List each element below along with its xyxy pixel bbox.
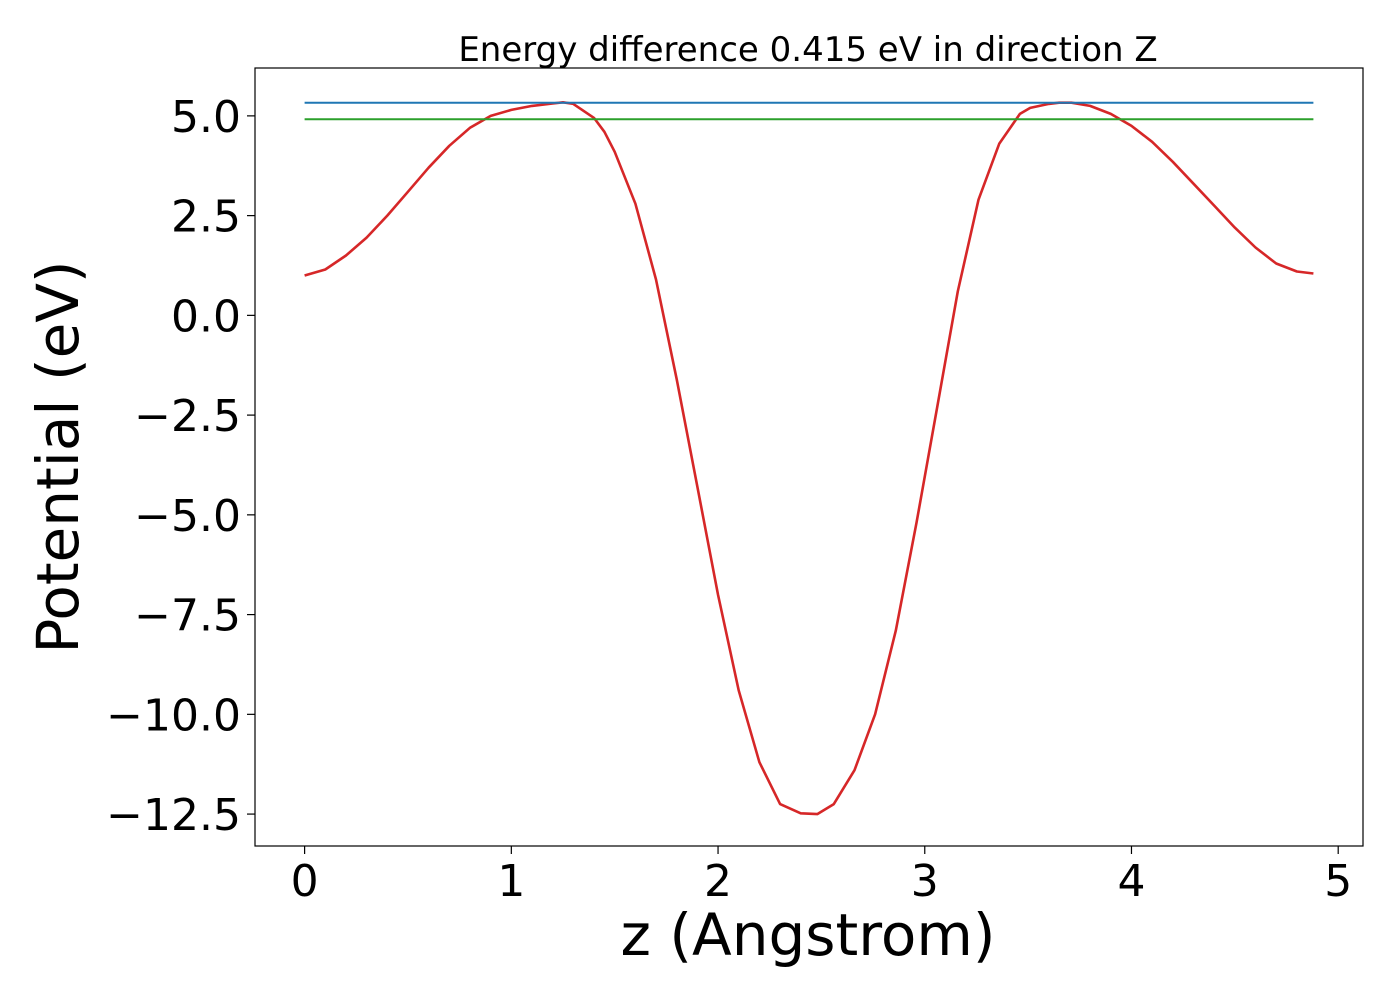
- x-tick-label: 5: [1324, 856, 1352, 907]
- y-tick-label: 5.0: [171, 92, 241, 143]
- y-tick-label: −10.0: [106, 690, 241, 741]
- x-tick-label: 4: [1117, 856, 1145, 907]
- y-axis-ticks: 5.0 2.5 0.0 −2.5 −5.0 −7.5 −10.0 −12.5: [106, 92, 255, 841]
- chart-title: Energy difference 0.415 eV in direction …: [458, 30, 1157, 70]
- plot-frame: [254, 67, 1364, 847]
- x-tick-label: 3: [911, 856, 939, 907]
- y-tick-label: −12.5: [106, 790, 241, 841]
- y-tick-label: 2.5: [171, 192, 241, 243]
- y-tick-label: 0.0: [171, 291, 241, 342]
- y-tick-label: −7.5: [134, 591, 241, 642]
- x-tick-label: 1: [497, 856, 525, 907]
- y-tick-label: −5.0: [134, 491, 241, 542]
- x-tick-label: 0: [291, 856, 319, 907]
- x-axis-ticks: 0 1 2 3 4 5: [291, 846, 1352, 907]
- x-tick-label: 2: [704, 856, 732, 907]
- x-axis-label: z (Angstrom): [621, 901, 996, 969]
- y-axis-label: Potential (eV): [24, 260, 92, 653]
- series-line-0: [304, 101, 1314, 816]
- y-tick-label: −2.5: [134, 391, 241, 442]
- series-layer: [304, 101, 1314, 816]
